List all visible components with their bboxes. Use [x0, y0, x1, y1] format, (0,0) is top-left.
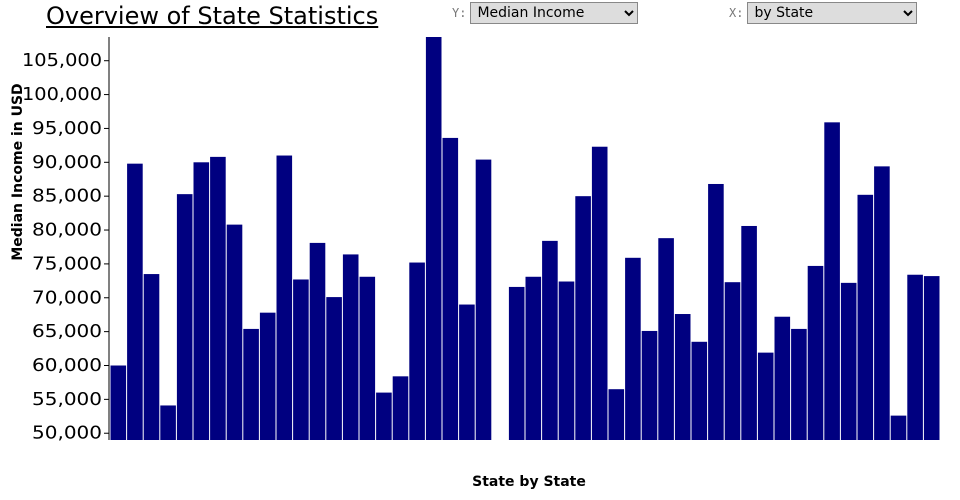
y-select-label: Y:: [452, 6, 467, 20]
bar: [625, 257, 641, 440]
bar: [359, 276, 376, 440]
bar: [409, 262, 425, 440]
bar: [210, 156, 226, 440]
bar: [293, 279, 309, 440]
bar: [475, 159, 492, 440]
bar: [176, 194, 193, 440]
bar: [326, 297, 342, 440]
bar: [160, 405, 176, 440]
x-axis-control: X: by State: [729, 1, 918, 25]
x-select-label: X:: [729, 6, 744, 20]
bar: [641, 330, 658, 440]
bar: [376, 392, 392, 440]
bar: [807, 265, 824, 440]
y-tick-label: 70,000: [32, 287, 102, 308]
bar: [840, 282, 857, 440]
y-tick-label: 85,000: [32, 186, 102, 207]
bar: [674, 314, 691, 440]
bar: [575, 196, 591, 440]
y-tick-label: 100,000: [22, 84, 102, 105]
bar: [127, 163, 143, 440]
y-tick-label: 105,000: [22, 50, 102, 71]
bar: [276, 155, 293, 440]
y-tick-label: 90,000: [32, 152, 102, 173]
bar: [542, 240, 558, 440]
y-tick-label: 75,000: [32, 253, 102, 274]
bars-group: [110, 37, 940, 441]
y-metric-select[interactable]: Median Income: [470, 2, 639, 24]
y-axis-control: Y: Median Income: [452, 1, 639, 25]
bar: [658, 238, 674, 440]
bar: [890, 415, 907, 440]
bar: [757, 352, 774, 440]
bar: [309, 242, 326, 440]
y-tick-label: 95,000: [32, 118, 102, 139]
bar: [857, 194, 874, 440]
bar: [425, 37, 442, 440]
page-title: Overview of State Statistics: [46, 2, 379, 30]
x-grouping-select[interactable]: by State: [747, 2, 918, 24]
bar: [525, 276, 542, 440]
bar: [724, 282, 741, 440]
bar: [608, 389, 625, 440]
bar: [243, 328, 259, 440]
bar: [259, 312, 276, 440]
y-tick-label: 65,000: [32, 321, 102, 342]
bar: [459, 304, 475, 440]
y-axis-title: Median Income in USD: [10, 83, 26, 260]
bar: [907, 274, 923, 440]
y-tick-label: 80,000: [32, 220, 102, 241]
bar: [774, 316, 791, 440]
bar: [923, 276, 940, 440]
y-tick-label: 60,000: [32, 355, 102, 376]
bar: [110, 365, 127, 440]
bar: [741, 225, 757, 440]
x-axis-title: State by State: [472, 474, 586, 490]
bar: [226, 224, 243, 440]
bar: [342, 254, 359, 440]
bar: [508, 286, 525, 440]
bar: [874, 166, 890, 440]
bar: [824, 122, 840, 440]
y-tick-label: 50,000: [32, 423, 102, 444]
bar: [691, 341, 708, 440]
bar: [591, 146, 608, 440]
bar: [442, 137, 459, 441]
y-tick-label: 55,000: [32, 389, 102, 410]
bar: [193, 162, 210, 441]
y-axis: 50,000 55,000 60,000 65,000 70,000 75,000 80,0…: [22, 37, 110, 444]
bar: [143, 274, 160, 440]
bar: [392, 376, 409, 440]
bar: [558, 281, 575, 440]
bar: [708, 183, 724, 441]
bar: [791, 328, 807, 440]
